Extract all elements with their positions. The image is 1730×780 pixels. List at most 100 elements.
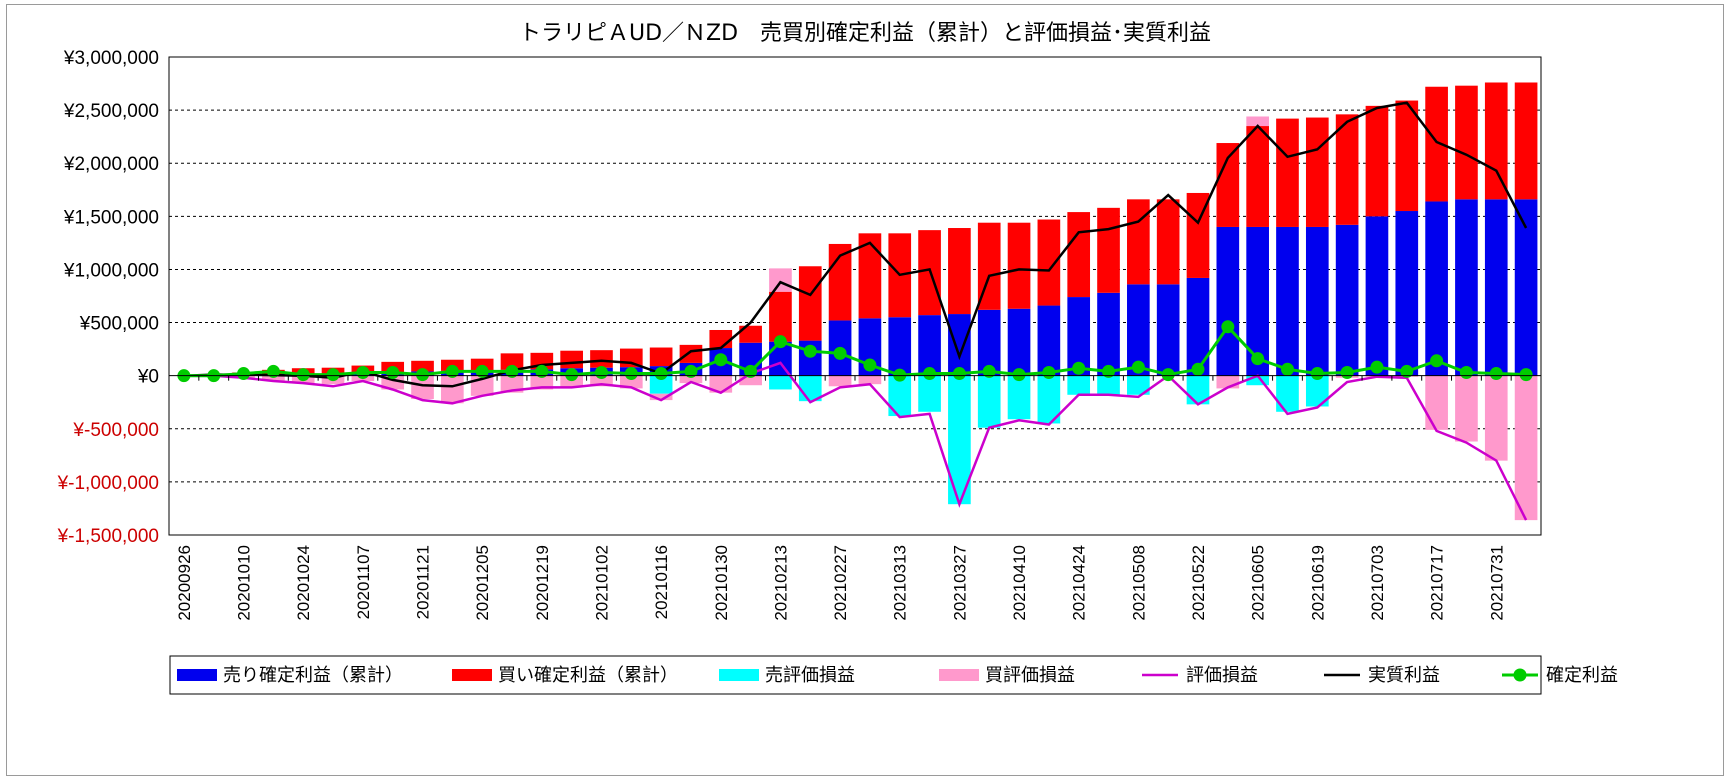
bar-ff0000 [1007, 222, 1031, 309]
bar-ff99cc [1246, 116, 1269, 127]
series-point [684, 364, 698, 378]
bar-ff0000 [1365, 105, 1389, 217]
bar-ff0000 [1395, 100, 1419, 212]
series-line [183, 361, 1528, 521]
bar-00ffff [1097, 375, 1120, 395]
y-tick-label: ¥3,000,000 [63, 48, 159, 69]
bar-0000ee [1037, 305, 1061, 376]
series-point [594, 365, 608, 379]
y-tick-label: ¥0 [137, 367, 159, 388]
y-tick-label: ¥-1,000,000 [57, 473, 159, 494]
y-tick-label: ¥-1,500,000 [57, 526, 159, 547]
x-tick-label: 20210717 [1428, 545, 1447, 621]
bar-ff99cc [1455, 375, 1478, 442]
bar-ff0000 [1127, 199, 1150, 285]
y-tick-label: ¥2,000,000 [63, 154, 159, 175]
x-tick-label: 20210130 [712, 545, 731, 621]
series-point [1519, 368, 1533, 382]
bar-0000ee [1127, 284, 1150, 376]
bar-0000ee [1335, 224, 1359, 376]
series-point [952, 367, 966, 381]
bar-0000ee [1246, 226, 1269, 376]
x-tick-label: 20201205 [473, 545, 492, 621]
series-point [1102, 364, 1116, 378]
legend-label: 買評価損益 [985, 665, 1075, 686]
bar-ff99cc [590, 375, 613, 387]
bar-ff99cc [441, 375, 464, 404]
bar-ff99cc [619, 375, 643, 389]
y-axis-ticks: ¥3,000,000 ¥2,500,000 ¥2,000,000 ¥1,500,000… [57, 48, 159, 547]
x-tick-label: 20210619 [1308, 545, 1327, 621]
series-point [624, 367, 638, 381]
legend-marker [1513, 668, 1527, 682]
bar-ff0000 [798, 266, 822, 341]
bar-ff99cc [500, 375, 524, 393]
x-tick-label: 20210605 [1249, 545, 1268, 621]
bar-00ffff [977, 375, 1001, 428]
bar-00ffff [1067, 375, 1091, 395]
bar-ff99cc [1514, 375, 1538, 521]
chart-frame: トラリピＡUD／ＮZD 売買別確定利益（累計）と評価損益･実質利益 ¥3,000… [6, 4, 1724, 776]
bar-ff0000 [1514, 82, 1538, 200]
y-tick-label: ¥1,500,000 [63, 207, 159, 228]
y-tick-label: ¥2,500,000 [63, 101, 159, 122]
bar-ff0000 [1097, 207, 1120, 293]
series-point [773, 335, 787, 349]
bar-ff0000 [1216, 143, 1240, 227]
y-tick-label: ¥-500,000 [72, 420, 159, 441]
chart-title: トラリピＡUD／ＮZD 売買別確定利益（累計）と評価損益･実質利益 [519, 21, 1211, 46]
bar-ff0000 [858, 233, 882, 319]
series-point [1161, 368, 1175, 382]
series-point [982, 364, 996, 378]
bar-ff99cc [858, 375, 882, 385]
bar-ff0000 [1246, 126, 1269, 227]
bar-ff0000 [1305, 117, 1329, 227]
series-point [1370, 360, 1384, 374]
bar-0000ee [1216, 226, 1240, 376]
bar-0000ee [1365, 216, 1389, 376]
x-tick-label: 20201219 [533, 545, 552, 621]
bar-00ffff [649, 375, 673, 394]
series-point [565, 368, 579, 382]
series-point [1400, 364, 1414, 378]
bar-0000ee [1276, 226, 1299, 376]
series-point [326, 368, 340, 382]
series-point [1191, 362, 1205, 376]
bar-0000ee [1007, 308, 1031, 376]
bar-ff0000 [1037, 219, 1061, 306]
series-point [475, 364, 489, 378]
x-axis-ticks: 20200926 20201010 20201024 20201107 20201121… [175, 545, 1506, 621]
bar-ff0000 [1276, 118, 1299, 227]
line-series [177, 101, 1533, 521]
x-tick-label: 20201024 [294, 545, 313, 621]
series-line [183, 324, 1527, 378]
bar-0000ee [918, 315, 941, 376]
bar-ff0000 [411, 360, 434, 372]
bar-0000ee [977, 309, 1001, 376]
bar-00ffff [1127, 375, 1150, 395]
bar-ff99cc [411, 375, 434, 400]
x-tick-label: 20201121 [414, 545, 433, 619]
bar-ff99cc [679, 375, 703, 384]
series-point [893, 368, 907, 382]
series-point [386, 365, 400, 379]
legend-label: 評価損益 [1186, 665, 1258, 686]
legend-swatch [939, 669, 979, 681]
bar-00ffff [769, 375, 792, 390]
legend-label: 確定利益 [1546, 665, 1618, 686]
x-tick-label: 20201107 [354, 545, 373, 619]
legend-label: 売評価損益 [765, 665, 855, 686]
legend-swatch [177, 669, 217, 681]
x-tick-label: 20210102 [592, 545, 611, 621]
bar-ff0000 [1186, 192, 1210, 278]
bar-ff0000 [709, 329, 733, 349]
bar-ff0000 [769, 291, 792, 342]
series-point [1459, 365, 1473, 379]
x-tick-label: 20210116 [652, 545, 671, 619]
y-tick-label: ¥1,000,000 [63, 260, 159, 281]
bar-00ffff [1276, 375, 1299, 412]
series-point [1131, 360, 1145, 374]
x-tick-label: 20210410 [1010, 545, 1029, 621]
bar-ff0000 [948, 228, 971, 315]
bar-0000ee [1097, 292, 1120, 376]
